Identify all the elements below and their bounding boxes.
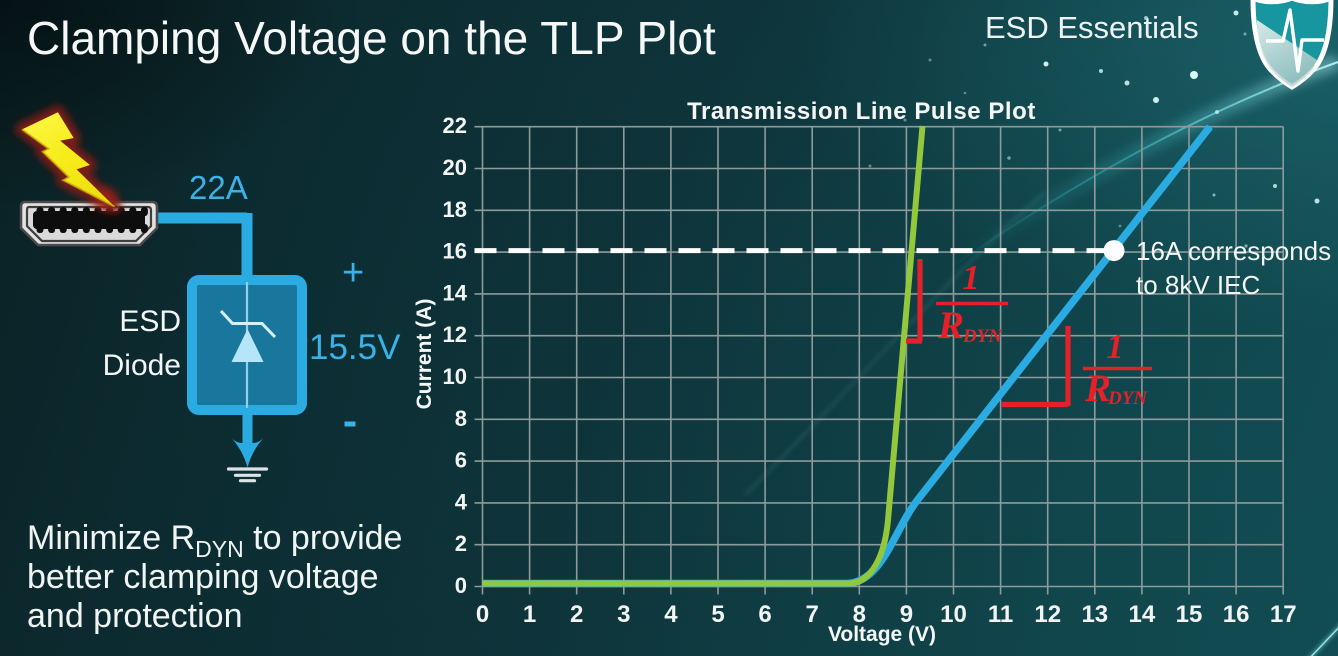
svg-text:10: 10 xyxy=(443,364,467,389)
svg-text:ESD Essentials: ESD Essentials xyxy=(985,10,1199,45)
svg-text:16: 16 xyxy=(443,239,467,264)
svg-text:2: 2 xyxy=(455,531,467,556)
svg-text:and protection: and protection xyxy=(27,597,243,635)
svg-text:20: 20 xyxy=(443,155,467,180)
svg-text:Current (A): Current (A) xyxy=(413,299,436,410)
svg-text:R: R xyxy=(1084,367,1111,410)
svg-text:4: 4 xyxy=(455,489,468,514)
svg-text:better clamping voltage: better clamping voltage xyxy=(27,558,379,596)
svg-text:2: 2 xyxy=(570,601,583,628)
svg-text:7: 7 xyxy=(806,601,819,628)
svg-text:ESD: ESD xyxy=(119,305,181,338)
svg-text:6: 6 xyxy=(455,448,467,473)
svg-text:11: 11 xyxy=(988,601,1013,628)
svg-text:to 8kV IEC: to 8kV IEC xyxy=(1136,270,1260,300)
svg-text:4: 4 xyxy=(664,601,678,628)
svg-text:16A corresponds: 16A corresponds xyxy=(1136,236,1331,266)
svg-text:1: 1 xyxy=(962,258,980,297)
svg-text:9: 9 xyxy=(900,601,913,628)
svg-text:DYN: DYN xyxy=(1107,388,1148,409)
svg-text:22: 22 xyxy=(443,113,467,138)
svg-text:Clamping Voltage on the TLP Pl: Clamping Voltage on the TLP Plot xyxy=(27,12,716,64)
svg-text:17: 17 xyxy=(1270,601,1297,628)
svg-text:15.5V: 15.5V xyxy=(309,328,401,367)
svg-text:14: 14 xyxy=(1129,601,1156,628)
svg-text:13: 13 xyxy=(1081,601,1108,628)
svg-text:Voltage (V): Voltage (V) xyxy=(828,623,936,646)
svg-text:12: 12 xyxy=(443,322,467,347)
svg-text:Diode: Diode xyxy=(103,349,181,382)
svg-text:5: 5 xyxy=(711,601,724,628)
svg-text:0: 0 xyxy=(455,573,467,598)
svg-text:3: 3 xyxy=(617,601,630,628)
svg-text:18: 18 xyxy=(443,197,467,222)
svg-text:14: 14 xyxy=(443,280,468,305)
svg-text:1: 1 xyxy=(523,601,536,628)
svg-text:DYN: DYN xyxy=(962,326,1003,347)
svg-text:1: 1 xyxy=(1106,327,1124,366)
svg-text:6: 6 xyxy=(758,601,771,628)
svg-text:12: 12 xyxy=(1034,601,1061,628)
svg-text:Minimize RDYN to provide: Minimize RDYN to provide xyxy=(27,519,402,562)
svg-text:Transmission Line Pulse Plo: Transmission Line Pulse Plot xyxy=(687,98,1036,125)
svg-text:16: 16 xyxy=(1223,601,1250,628)
svg-text:0: 0 xyxy=(476,601,489,628)
svg-text:+: + xyxy=(342,252,364,294)
svg-text:8: 8 xyxy=(455,406,467,431)
svg-text:15: 15 xyxy=(1176,601,1203,628)
svg-text:22A: 22A xyxy=(189,169,248,206)
svg-text:8: 8 xyxy=(853,601,866,628)
svg-text:10: 10 xyxy=(940,601,967,628)
svg-text:R: R xyxy=(937,304,964,347)
